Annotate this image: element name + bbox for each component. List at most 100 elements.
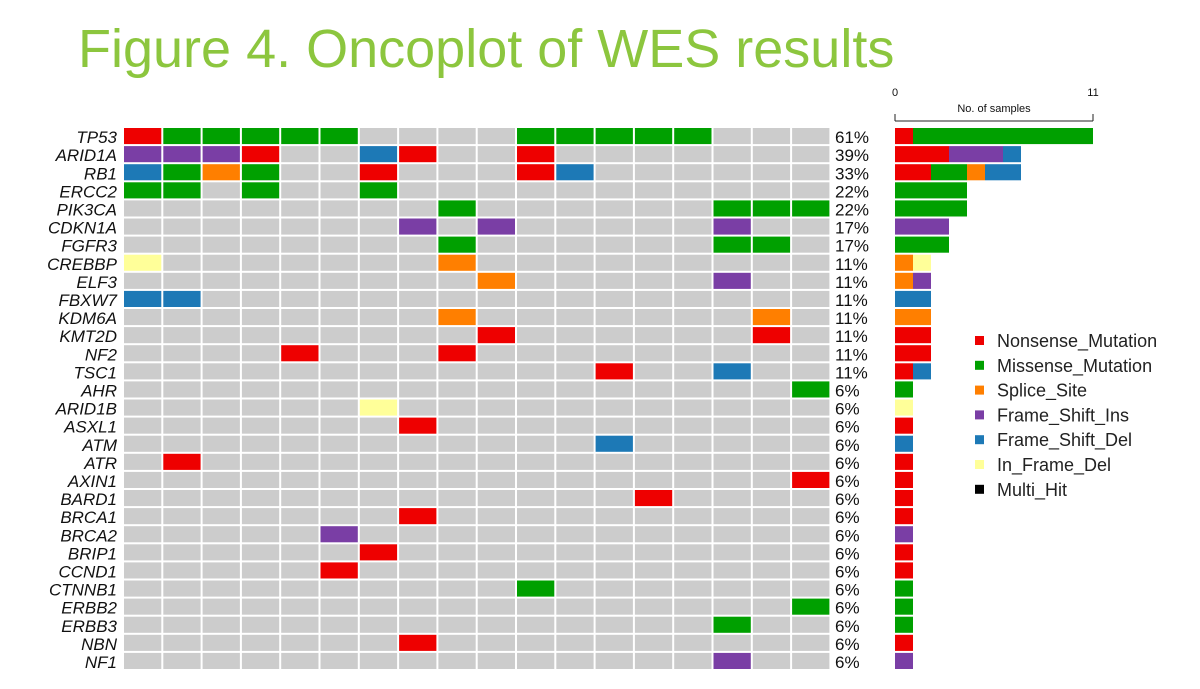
empty-cell <box>674 453 712 470</box>
empty-cell <box>163 327 201 344</box>
empty-cell <box>752 580 791 597</box>
empty-cell <box>556 200 594 217</box>
mutation-cell <box>713 200 751 217</box>
empty-cell <box>359 435 398 452</box>
empty-cell <box>713 417 751 434</box>
empty-cell <box>595 254 633 271</box>
empty-cell <box>359 254 398 271</box>
percent-label: 6% <box>835 400 860 419</box>
empty-cell <box>556 471 594 488</box>
empty-cell <box>477 490 515 507</box>
empty-cell <box>241 562 280 579</box>
sample-count-bar-segment <box>895 526 913 543</box>
empty-cell <box>202 435 240 452</box>
empty-cell <box>477 254 515 271</box>
mutation-cell <box>634 490 673 507</box>
percent-label: 33% <box>835 164 869 183</box>
empty-cell <box>674 399 712 416</box>
mutation-cell <box>674 128 712 145</box>
empty-cell <box>792 345 830 362</box>
empty-cell <box>202 182 240 199</box>
empty-cell <box>320 652 358 669</box>
empty-cell <box>399 471 437 488</box>
percent-label: 17% <box>835 237 869 256</box>
empty-cell <box>281 471 319 488</box>
mutation-cell <box>556 128 594 145</box>
empty-cell <box>517 218 555 235</box>
empty-cell <box>752 290 791 307</box>
empty-cell <box>713 345 751 362</box>
empty-cell <box>359 290 398 307</box>
empty-cell <box>595 200 633 217</box>
percent-label: 61% <box>835 128 869 147</box>
empty-cell <box>674 652 712 669</box>
empty-cell <box>399 490 437 507</box>
empty-cell <box>517 652 555 669</box>
empty-cell <box>674 435 712 452</box>
empty-cell <box>477 309 515 326</box>
empty-cell <box>713 634 751 651</box>
mutation-cell <box>752 327 791 344</box>
empty-cell <box>517 562 555 579</box>
empty-cell <box>359 526 398 543</box>
empty-cell <box>517 290 555 307</box>
mutation-cell <box>124 182 162 199</box>
sample-count-bar-segment <box>895 146 949 163</box>
empty-cell <box>399 254 437 271</box>
empty-cell <box>634 363 673 380</box>
empty-cell <box>477 526 515 543</box>
empty-cell <box>399 128 437 145</box>
empty-cell <box>792 544 830 561</box>
empty-cell <box>674 182 712 199</box>
percent-label: 11% <box>835 345 868 364</box>
empty-cell <box>713 544 751 561</box>
empty-cell <box>634 453 673 470</box>
empty-cell <box>202 544 240 561</box>
empty-cell <box>124 309 162 326</box>
empty-cell <box>124 381 162 398</box>
mutation-cell <box>202 146 240 163</box>
sample-count-bar-segment <box>895 236 949 253</box>
empty-cell <box>556 652 594 669</box>
empty-cell <box>359 453 398 470</box>
empty-cell <box>124 490 162 507</box>
empty-cell <box>124 435 162 452</box>
empty-cell <box>595 526 633 543</box>
mutation-cell <box>163 290 201 307</box>
empty-cell <box>674 327 712 344</box>
empty-cell <box>359 417 398 434</box>
mutation-cell <box>713 616 751 633</box>
empty-cell <box>713 399 751 416</box>
mutation-cell <box>477 327 515 344</box>
empty-cell <box>674 598 712 615</box>
empty-cell <box>752 471 791 488</box>
empty-cell <box>241 290 280 307</box>
empty-cell <box>477 580 515 597</box>
sample-count-bar-segment <box>913 254 931 271</box>
empty-cell <box>438 381 476 398</box>
empty-cell <box>281 363 319 380</box>
empty-cell <box>202 598 240 615</box>
legend-swatch <box>975 360 984 370</box>
empty-cell <box>792 435 830 452</box>
empty-cell <box>752 526 791 543</box>
empty-cell <box>399 327 437 344</box>
sample-count-bar-segment <box>895 544 913 561</box>
empty-cell <box>281 218 319 235</box>
empty-cell <box>438 146 476 163</box>
empty-cell <box>281 399 319 416</box>
empty-cell <box>241 200 280 217</box>
empty-cell <box>517 435 555 452</box>
empty-cell <box>674 562 712 579</box>
empty-cell <box>752 453 791 470</box>
empty-cell <box>124 598 162 615</box>
empty-cell <box>399 236 437 253</box>
empty-cell <box>595 616 633 633</box>
empty-cell <box>320 508 358 525</box>
empty-cell <box>517 363 555 380</box>
empty-cell <box>595 490 633 507</box>
empty-cell <box>163 598 201 615</box>
empty-cell <box>241 526 280 543</box>
empty-cell <box>281 381 319 398</box>
empty-cell <box>595 652 633 669</box>
